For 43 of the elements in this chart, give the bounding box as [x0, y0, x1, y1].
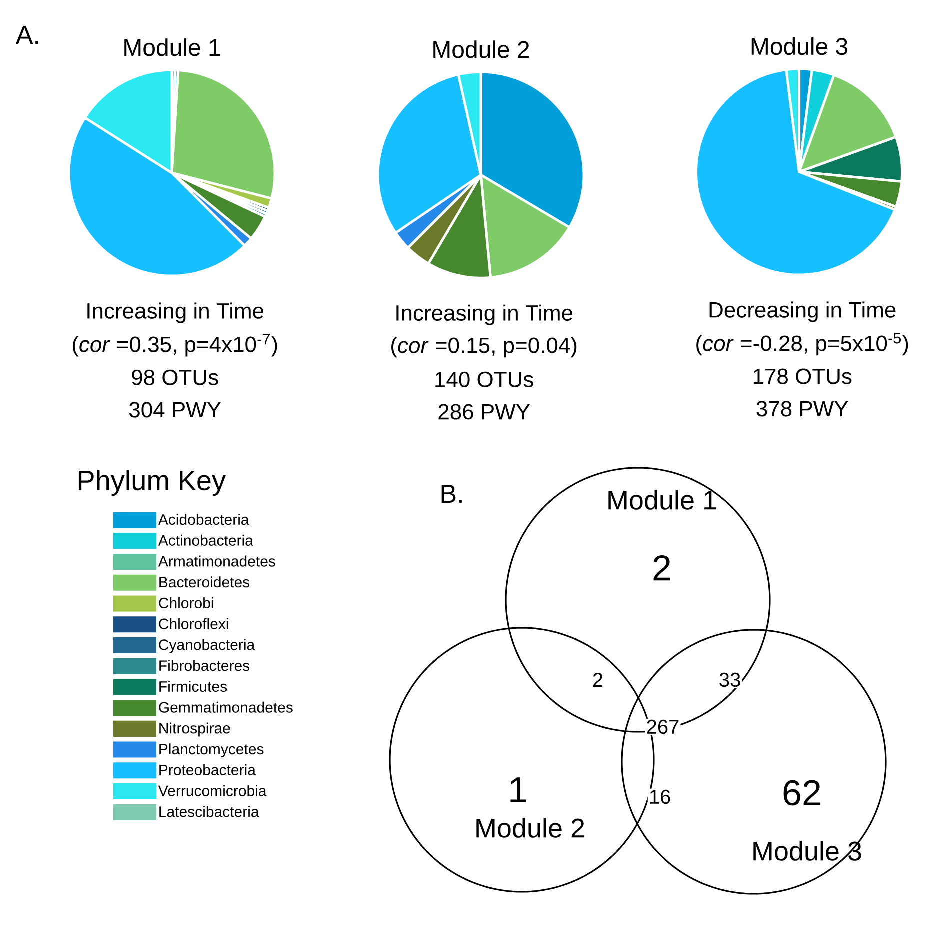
text: 140 OTUs: [436, 372, 534, 388]
text: 1: [510, 778, 526, 802]
legend-label: Bacteroidetes: [160, 576, 250, 588]
text: (cor =-0.28, p=5x10$^{-5}$): [696, 332, 908, 356]
legend-label: Acidobacteria: [158, 514, 250, 526]
legend-label: Chloroflexi: [159, 618, 228, 630]
text: A.: [16, 26, 38, 44]
legend-label: Verrucomicrobia: [158, 785, 267, 796]
text: 304 PWY: [129, 402, 222, 418]
text: 2: [654, 555, 670, 581]
text: Module 1: [608, 490, 716, 510]
text: Module 3: [754, 841, 862, 861]
text: 286 PWY: [438, 404, 530, 420]
chart-title: Module 1: [124, 38, 220, 56]
text: Increasing in Time: [396, 304, 573, 326]
chart-title: Module 3: [752, 38, 848, 56]
text: 267: [647, 720, 679, 734]
text: Decreasing in Time: [710, 302, 896, 322]
text: B.: [442, 485, 462, 503]
legend-label: Actinobacteria: [158, 534, 254, 546]
text: 2: [593, 673, 603, 687]
chart-title: Module 2: [434, 40, 530, 58]
text: 378 PWY: [756, 401, 848, 417]
text: Increasing in Time: [88, 302, 264, 324]
legend-label: Gemmatimonadetes: [159, 702, 293, 713]
legend-label: Latescibacteria: [160, 806, 260, 818]
text: 62: [784, 780, 820, 806]
legend-label: Planctomycetes: [160, 744, 264, 758]
text: 33: [720, 672, 740, 688]
text: 98 OTUs: [132, 370, 218, 386]
text: (cor =0.15, p=0.04): [392, 337, 577, 358]
text: Module 2: [476, 818, 584, 838]
text: (cor =0.35, p=4x10$^{-7}$): [72, 334, 278, 357]
legend-label: Armatimonadetes: [158, 556, 276, 567]
legend-label: Proteobacteria: [160, 764, 256, 776]
text: 16: [650, 790, 670, 804]
legend-title: Phylum Key: [78, 470, 226, 496]
legend-label: Nitrospirae: [160, 722, 230, 737]
legend-label: Chlorobi: [159, 598, 214, 609]
legend-label: Cyanobacteria: [159, 639, 256, 654]
legend-label: Fibrobacteres: [160, 660, 250, 672]
text: 178 OTUs: [754, 368, 852, 384]
legend-label: Firmicutes: [160, 681, 228, 692]
